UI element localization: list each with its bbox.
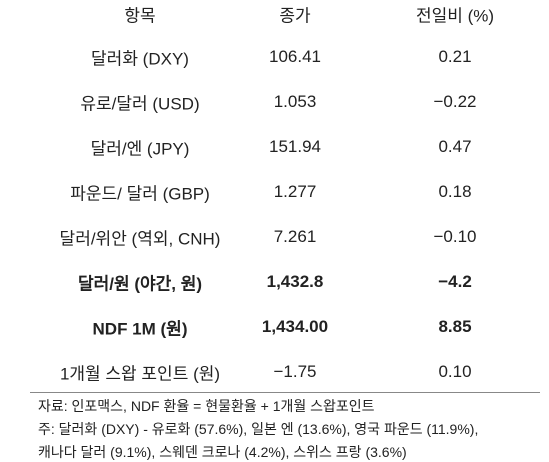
- table-cell: 8.85: [438, 317, 472, 336]
- table-cell: 106.41: [269, 47, 321, 66]
- footnote: 주: 달러화 (DXY) - 유로화 (57.6%), 일본 엔 (13.6%)…: [38, 421, 479, 437]
- header-cell: 종가: [279, 6, 311, 26]
- footnote: 캐나다 달러 (9.1%), 스웨덴 크로나 (4.2%), 스위스 프랑 (3…: [38, 444, 407, 460]
- table-cell: 1.277: [273, 182, 317, 201]
- table-cell: 1,432.8: [266, 272, 324, 291]
- table-cell: −1.75: [273, 362, 317, 381]
- table-cell: 달러/위안 (역외, CNH): [59, 229, 221, 249]
- table-cell: −0.22: [433, 92, 477, 111]
- table-cell: 0.21: [438, 47, 472, 66]
- table-cell: 유로/달러 (USD): [80, 94, 200, 114]
- table-cell: −0.10: [433, 227, 477, 246]
- table-cell: 0.47: [438, 137, 472, 156]
- separator: [30, 392, 540, 393]
- header-cell: 전일비 (%): [415, 6, 495, 26]
- table-cell: 151.94: [269, 137, 321, 156]
- table-cell: NDF 1M (원): [92, 319, 188, 339]
- table-cell: 1.053: [273, 92, 317, 111]
- table-cell: 7.261: [273, 227, 317, 246]
- footnote: 자료: 인포맥스, NDF 환율 = 현물환율 + 1개월 스왑포인트: [38, 398, 375, 414]
- table-cell: 파운드/ 달러 (GBP): [70, 184, 210, 204]
- table-cell: 0.10: [438, 362, 472, 381]
- table-cell: −4.2: [438, 272, 472, 291]
- header-cell: 항목: [124, 6, 156, 26]
- table-cell: 달러화 (DXY): [91, 49, 189, 69]
- table-cell: 1개월 스왑 포인트 (원): [59, 364, 221, 384]
- table-cell: 달러/엔 (JPY): [90, 139, 190, 159]
- table-cell: 0.18: [438, 182, 472, 201]
- table-cell: 달러/원 (야간, 원): [77, 274, 203, 294]
- table-cell: 1,434.00: [261, 317, 329, 336]
